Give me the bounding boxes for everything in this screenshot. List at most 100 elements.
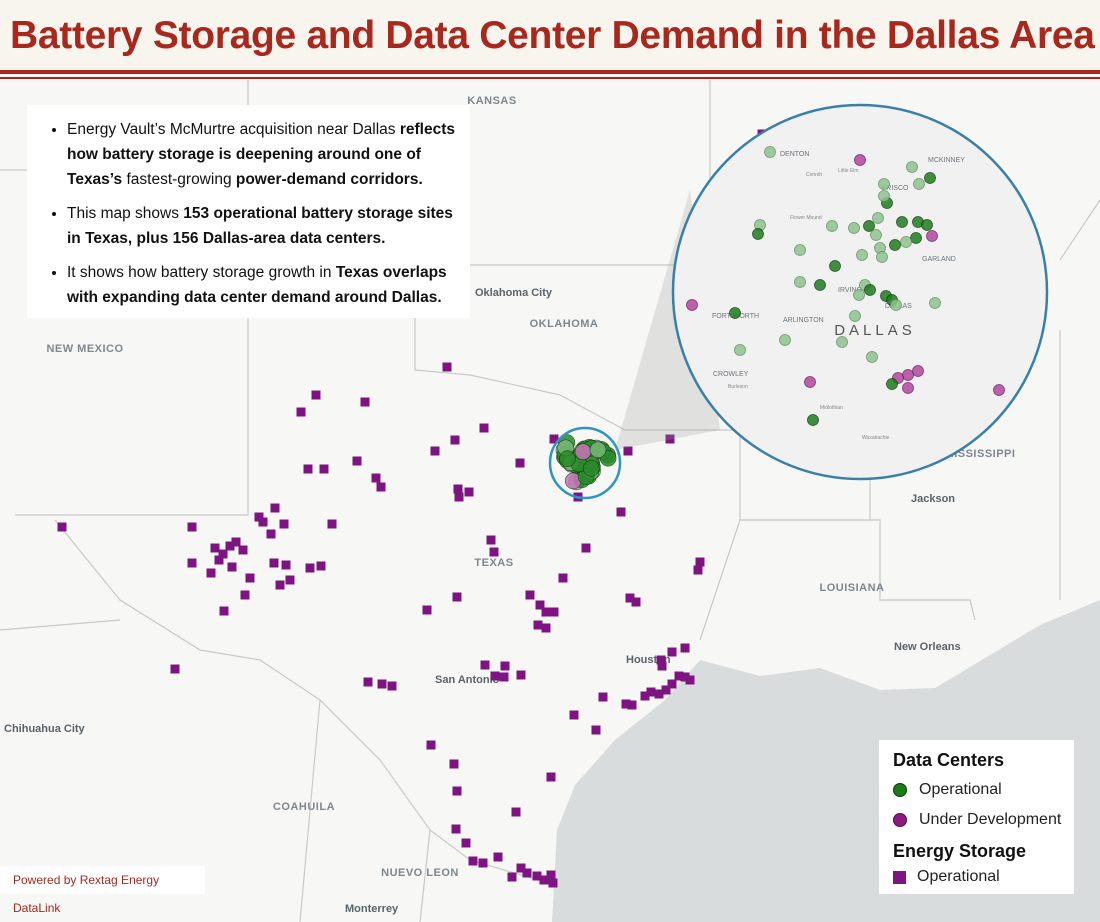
inset-marker [993,384,1005,396]
inset-marker [866,351,878,363]
bullet-text: Texas overlaps with expanding data cente… [67,264,447,306]
storage-marker [187,558,197,568]
bullets: Energy Vault’s McMurtre acquisition near… [27,117,470,310]
legend-swatch [893,871,906,884]
storage-marker [360,397,370,407]
map-label: KANSAS [467,95,516,107]
storage-marker [516,863,526,873]
rule [0,77,1100,79]
inset-marker [729,307,741,319]
inset-label: Burleson [728,384,748,390]
inset-marker [779,334,791,346]
storage-marker [279,519,289,529]
storage-marker [311,390,321,400]
storage-marker [646,687,656,697]
inset-marker [856,249,868,261]
legend-item: Operational [917,868,1000,885]
storage-marker [693,565,703,575]
summary-box: Energy Vault’s McMurtre acquisition near… [27,105,470,318]
map-label: OKLAHOMA [530,318,599,330]
inset-marker [886,378,898,390]
storage-marker [674,671,684,681]
dallas-cluster [555,434,617,491]
storage-marker [598,692,608,702]
inset-label: CROWLEY [713,371,749,378]
bullet-text: power-demand corridors. [235,171,423,188]
inset-marker [826,220,838,232]
dc-marker [589,441,607,459]
dc-marker [574,443,592,461]
bullet-text: reflects how battery storage is deepenin… [67,121,455,188]
bullet-text: 153 operational battery storage sites in… [67,205,453,247]
storage-marker [296,407,306,417]
storage-markers [57,129,1023,888]
map-label: TEXAS [474,557,513,569]
inset-marker [878,178,890,190]
storage-marker [625,593,635,603]
inset-marker [872,212,884,224]
bullet-text: fastest-growing [122,171,236,188]
storage-marker [493,852,503,862]
storage-marker [187,522,197,532]
storage-marker [231,537,241,547]
storage-marker [616,507,626,517]
inset-marker [912,365,924,377]
storage-marker [363,677,373,687]
inset-marker [829,260,841,272]
city-label: Oklahoma City [475,287,553,299]
storage-marker [240,590,250,600]
storage-marker [525,590,535,600]
inset-marker [924,172,936,184]
storage-marker [454,492,464,502]
inset-marker [734,344,746,356]
inset-marker [910,232,922,244]
storage-marker [558,573,568,583]
inset-marker [764,146,776,158]
inset-marker [794,276,806,288]
storage-marker [661,685,671,695]
storage-marker [214,555,224,565]
legend-swatch [893,783,907,797]
inset-marker [863,220,875,232]
city-label: San Antonio [435,674,500,686]
storage-marker [490,671,500,681]
storage-marker [591,725,601,735]
city-label: Jackson [911,493,955,505]
storage-marker [449,759,459,769]
storage-marker [549,434,559,444]
storage-marker [468,856,478,866]
storage-marker [640,691,650,701]
inset-marker [836,336,848,348]
storage-marker [489,547,499,557]
map-label: NUEVO LEON [381,867,459,879]
storage-marker [219,606,229,616]
inset-marker [906,161,918,173]
inset-label: DENTON [780,151,809,158]
storage-marker [442,362,452,372]
storage-marker [627,700,637,710]
storage-marker [541,607,551,617]
map-label: MISSISSIPPI [945,448,1016,460]
inset-marker [870,229,882,241]
storage-marker [499,672,509,682]
storage-marker [225,541,235,551]
inset-marker [814,279,826,291]
inset-marker [889,239,901,251]
storage-marker [511,807,521,817]
storage-marker [422,605,432,615]
inset-title: DALLAS [834,322,916,339]
inset-marker [794,244,806,256]
storage-marker [387,681,397,691]
storage-marker [581,543,591,553]
storage-marker [254,512,264,522]
storage-marker [486,535,496,545]
storage-marker [478,858,488,868]
bullet-text: Energy Vault’s McMurtre acquisition near… [67,121,400,138]
storage-marker [479,423,489,433]
inset-label: Little Elm [838,168,859,174]
storage-marker [303,464,313,474]
storage-marker [500,661,510,671]
legend-title: Data Centers [893,750,1005,770]
inset-marker [848,222,860,234]
